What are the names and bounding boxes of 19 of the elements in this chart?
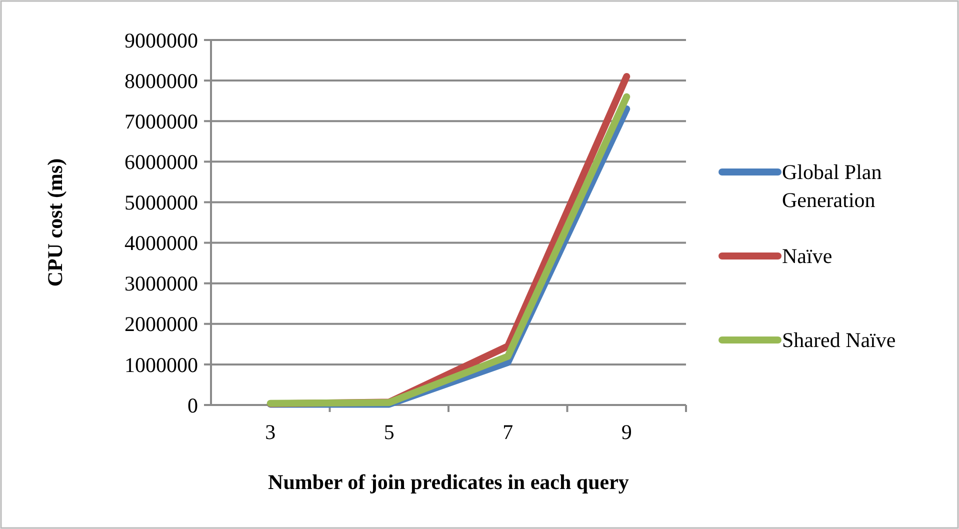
y-tick-label: 6000000 <box>124 150 198 174</box>
y-tick-label: 0 <box>188 393 198 418</box>
legend-label: Global Plan Generation <box>782 160 882 212</box>
y-tick-label: 2000000 <box>124 312 198 336</box>
y-tick-label: 5000000 <box>124 190 198 215</box>
x-tick-label: 7 <box>502 420 514 444</box>
legend-label: Naïve <box>782 244 832 268</box>
y-tick-label: 4000000 <box>124 231 198 256</box>
x-tick-label: 5 <box>384 420 394 444</box>
y-tick-label: 9000000 <box>124 28 198 52</box>
y-tick-label: 8000000 <box>124 68 198 93</box>
x-tick-label: 3 <box>265 420 276 444</box>
y-tick-label: 7000000 <box>124 109 198 134</box>
y-axis-title: CPU cost (ms) <box>43 158 67 287</box>
y-tick-label: 1000000 <box>124 352 198 377</box>
x-axis-title: Number of join predicates in each query <box>268 470 630 494</box>
y-tick-label: 3000000 <box>124 272 198 296</box>
legend-label: Shared Naïve <box>782 328 896 352</box>
x-tick-label: 9 <box>621 420 632 444</box>
